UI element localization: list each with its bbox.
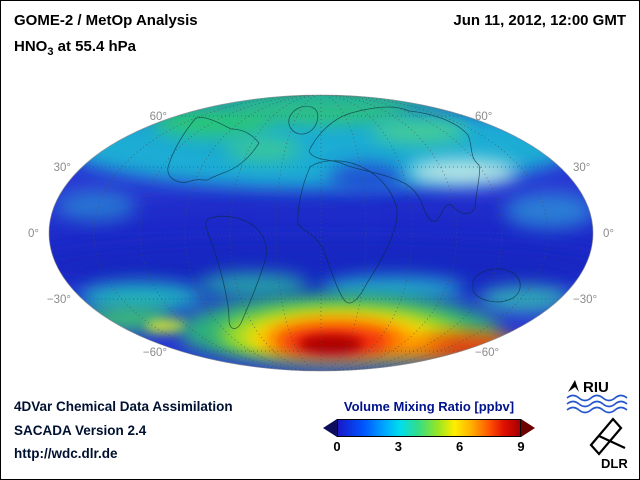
lat-label-left-m60: −60° [143,347,167,359]
riu-logo: RIU [565,377,633,420]
coastlines [167,105,521,329]
dlr-logo: DLR [585,415,637,476]
colorbar-tick-3: 3 [394,439,402,454]
colorbar-label: Volume Mixing Ratio [ppbv] [343,399,515,414]
riu-logo-text: RIU [583,379,609,396]
dlr-logo-text: DLR [601,456,628,471]
species-pressure-level: at 55.4 hPa [53,38,137,55]
riu-waves-icon [566,394,628,414]
lat-label-left-60: 60° [150,111,167,123]
footer-line-assimilation: 4DVar Chemical Data Assimilation [14,399,233,414]
colorbar: Volume Mixing Ratio [ppbv] 0 3 6 9 [323,399,535,454]
colorbar-tick-0: 0 [333,439,341,454]
graticule [49,95,593,371]
species-name: HNO [14,38,48,55]
colorbar-tick-9: 9 [517,439,525,454]
colorbar-overflow-arrow-icon [521,419,535,437]
lat-label-left-0: 0° [28,228,39,240]
page-title: GOME-2 / MetOp Analysis [14,12,198,29]
species-level-label: HNO3 at 55.4 hPa [14,38,136,58]
lat-label-right-60: 60° [475,111,492,123]
colorbar-tick-6: 6 [456,439,464,454]
lat-label-right-30: 30° [573,162,590,174]
colorbar-underflow-arrow-icon [323,419,337,437]
colorbar-gradient [337,419,521,437]
colorbar-ticks: 0 3 6 9 [333,439,525,454]
timestamp: Jun 11, 2012, 12:00 GMT [453,12,626,29]
map-outline [48,94,594,372]
lat-label-left-30: 30° [54,162,71,174]
colorbar-bar [323,419,535,437]
species-subscript: 3 [47,46,54,58]
latitude-labels: 60° 30° 0° −30° −60° 60° 30° 0° −30° −60… [28,111,614,359]
dlr-wings-icon [589,417,626,456]
lat-label-right-0: 0° [603,228,614,240]
lat-label-left-m30: −30° [47,294,71,306]
lat-label-right-m60: −60° [475,347,499,359]
footer-line-url: http://wdc.dlr.de [14,446,118,461]
footer-line-version: SACADA Version 2.4 [14,422,147,438]
lat-label-right-m30: −30° [573,294,597,306]
riu-peak-icon [568,380,579,392]
footer-credits: 4DVar Chemical Data Assimilation SACADA … [14,395,233,466]
